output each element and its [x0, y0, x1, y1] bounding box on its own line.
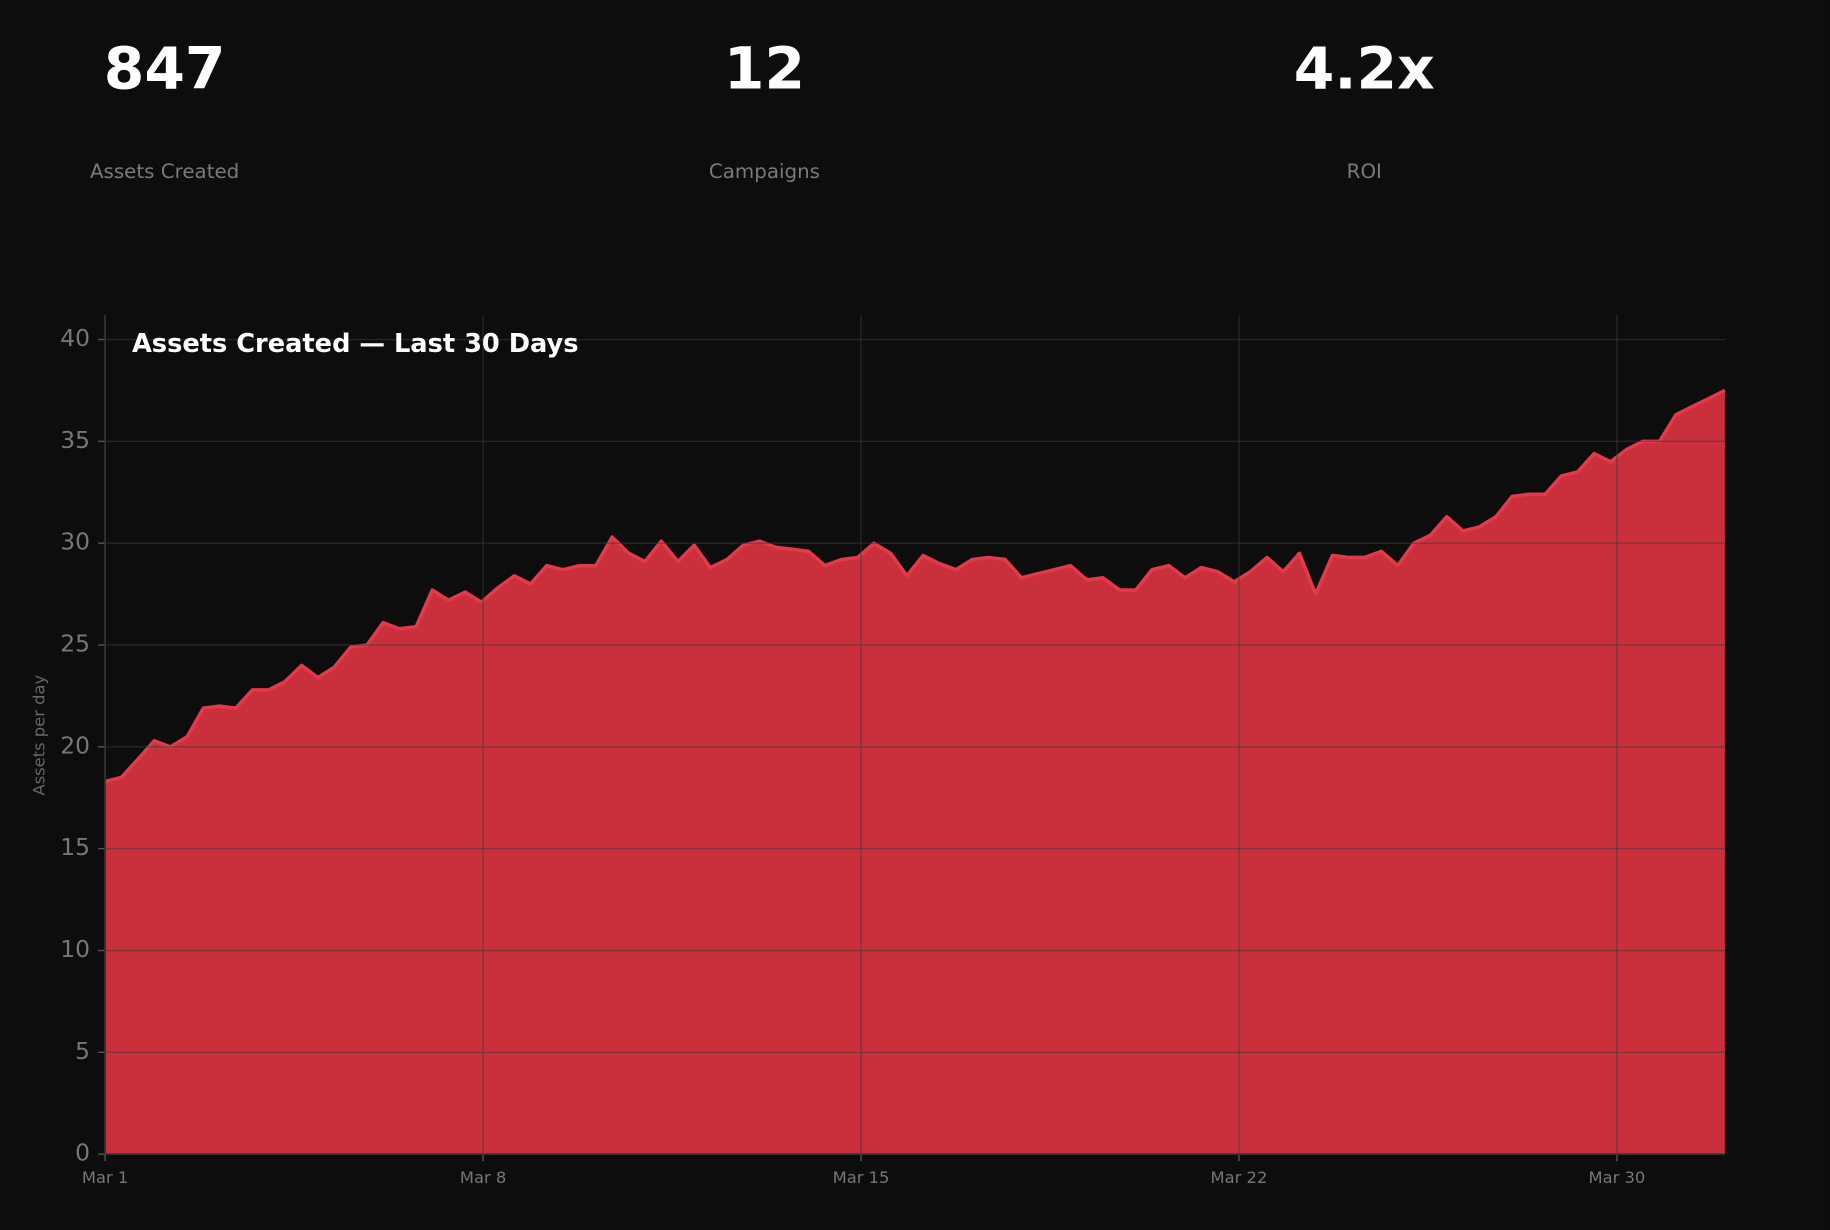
chart: 0 5 10 15 20 25 30 35 40 Mar 1 Mar 8 Mar 15 Mar 22 Ma… [60, 315, 1726, 1187]
x-tick-label: Mar 1 [82, 1168, 128, 1187]
x-tick-label: Mar 22 [1211, 1168, 1268, 1187]
y-tick-label: 20 [60, 731, 90, 759]
x-tick-label: Mar 8 [460, 1168, 506, 1187]
area-fill [105, 390, 1725, 1155]
kpi-value: 847 [104, 34, 226, 102]
y-tick-label: 30 [60, 528, 90, 556]
y-tick-label: 10 [60, 935, 90, 963]
y-tick-label: 40 [60, 324, 90, 352]
y-tick-label: 25 [60, 630, 90, 658]
y-axis-label: Assets per day [29, 675, 48, 796]
y-tick-label: 35 [60, 426, 90, 454]
x-tick-label: Mar 30 [1589, 1168, 1646, 1187]
y-tick-label: 15 [60, 833, 90, 861]
kpi-label: Assets Created [90, 160, 239, 183]
kpi-label: Campaigns [709, 160, 820, 183]
x-tick-label: Mar 15 [833, 1168, 890, 1187]
kpi-value: 12 [724, 34, 805, 102]
chart-title: Assets Created — Last 30 Days [132, 329, 579, 359]
y-tick-label: 5 [75, 1037, 90, 1065]
kpi-value: 4.2x [1294, 34, 1435, 102]
area-line [104, 388, 1726, 784]
kpi-label: ROI [1347, 160, 1382, 183]
y-tick-label: 0 [75, 1139, 90, 1167]
